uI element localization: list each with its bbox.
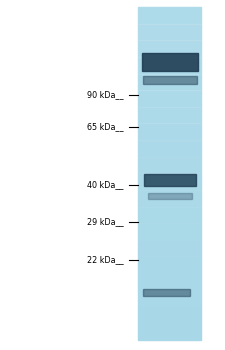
Text: 29 kDa__: 29 kDa__ xyxy=(87,217,124,226)
Bar xyxy=(144,174,196,186)
Bar xyxy=(138,173,201,190)
Bar xyxy=(142,53,198,71)
Bar xyxy=(138,323,201,339)
Bar xyxy=(138,107,201,124)
Bar xyxy=(138,24,201,40)
Bar xyxy=(138,290,201,306)
Bar xyxy=(138,306,201,323)
Bar xyxy=(138,7,201,340)
Bar xyxy=(138,74,201,90)
Bar xyxy=(138,256,201,273)
Bar xyxy=(143,76,197,84)
Text: 22 kDa__: 22 kDa__ xyxy=(87,256,124,265)
Bar xyxy=(138,190,201,206)
Bar xyxy=(138,57,201,74)
Bar xyxy=(138,240,201,256)
Bar xyxy=(138,206,201,223)
Bar xyxy=(138,140,201,157)
Text: 90 kDa__: 90 kDa__ xyxy=(87,91,124,99)
Bar xyxy=(138,273,201,290)
Text: 40 kDa__: 40 kDa__ xyxy=(87,181,124,189)
Bar xyxy=(138,40,201,57)
Bar xyxy=(138,7,201,24)
Bar xyxy=(138,90,201,107)
Bar xyxy=(138,223,201,240)
Bar xyxy=(138,123,201,140)
Bar xyxy=(138,157,201,173)
Bar xyxy=(143,288,190,295)
Text: 65 kDa__: 65 kDa__ xyxy=(87,122,124,132)
Bar xyxy=(148,193,192,199)
